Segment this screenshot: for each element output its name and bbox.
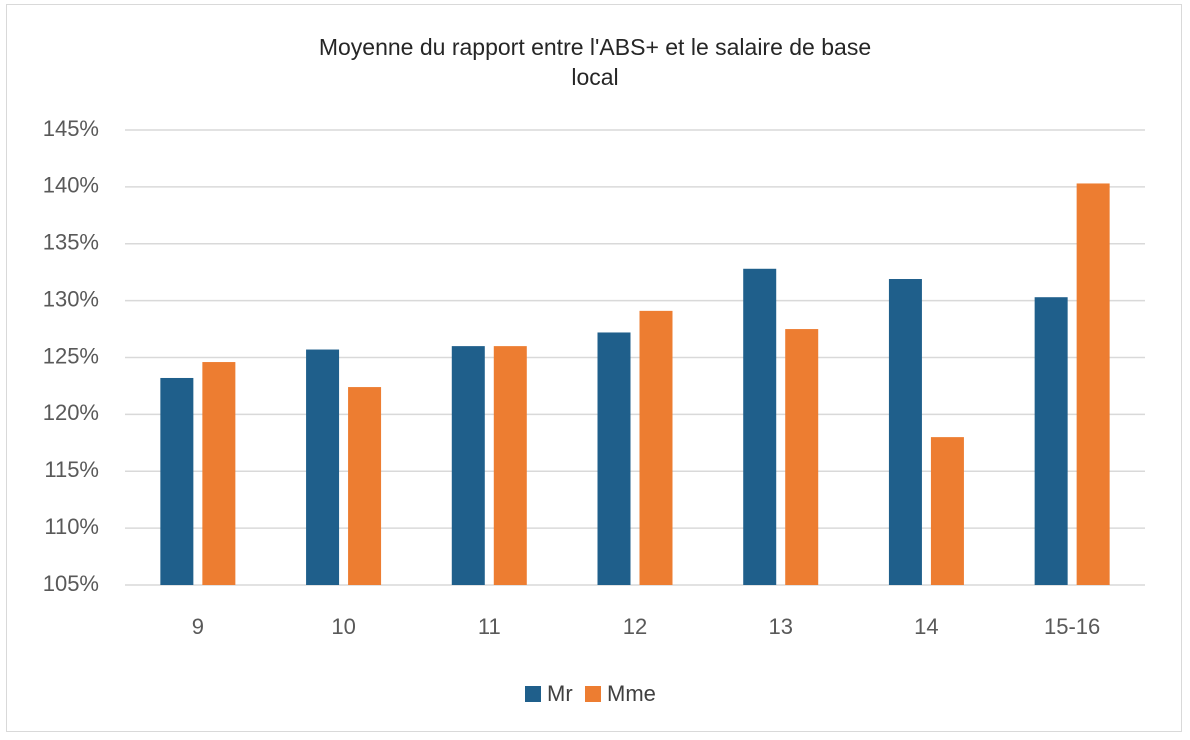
x-tick-label: 13 xyxy=(768,614,792,639)
y-tick-label: 135% xyxy=(43,230,99,255)
bar xyxy=(888,279,922,585)
bar xyxy=(743,268,777,585)
y-tick-label: 105% xyxy=(43,571,99,596)
x-tick-label: 10 xyxy=(331,614,355,639)
y-tick-label: 120% xyxy=(43,400,99,425)
bar xyxy=(160,377,194,585)
bar xyxy=(597,332,631,585)
y-tick-label: 145% xyxy=(43,116,99,141)
bar xyxy=(785,329,819,585)
bar xyxy=(451,346,485,585)
legend-label: Mr xyxy=(547,681,573,706)
legend-swatch xyxy=(525,686,541,702)
x-tick-label: 14 xyxy=(914,614,938,639)
bar xyxy=(1034,297,1068,585)
x-tick-label: 11 xyxy=(478,614,501,639)
bar xyxy=(930,437,964,585)
x-tick-label: 12 xyxy=(623,614,647,639)
bar xyxy=(348,387,382,585)
y-tick-label: 110% xyxy=(44,514,99,539)
bar xyxy=(306,349,340,585)
y-tick-label: 115% xyxy=(44,457,99,482)
x-tick-label: 9 xyxy=(192,614,204,639)
chart-frame xyxy=(6,4,1182,732)
bar xyxy=(639,310,673,585)
bar xyxy=(493,346,527,585)
y-tick-label: 140% xyxy=(43,173,99,198)
y-tick-label: 125% xyxy=(43,343,99,368)
y-tick-label: 130% xyxy=(43,286,99,311)
legend-swatch xyxy=(585,686,601,702)
chart-title: Moyenne du rapport entre l'ABS+ et le sa… xyxy=(318,34,872,90)
bar xyxy=(202,362,236,585)
legend-label: Mme xyxy=(607,681,656,706)
bar xyxy=(1076,183,1110,585)
x-tick-label: 15-16 xyxy=(1044,614,1100,639)
